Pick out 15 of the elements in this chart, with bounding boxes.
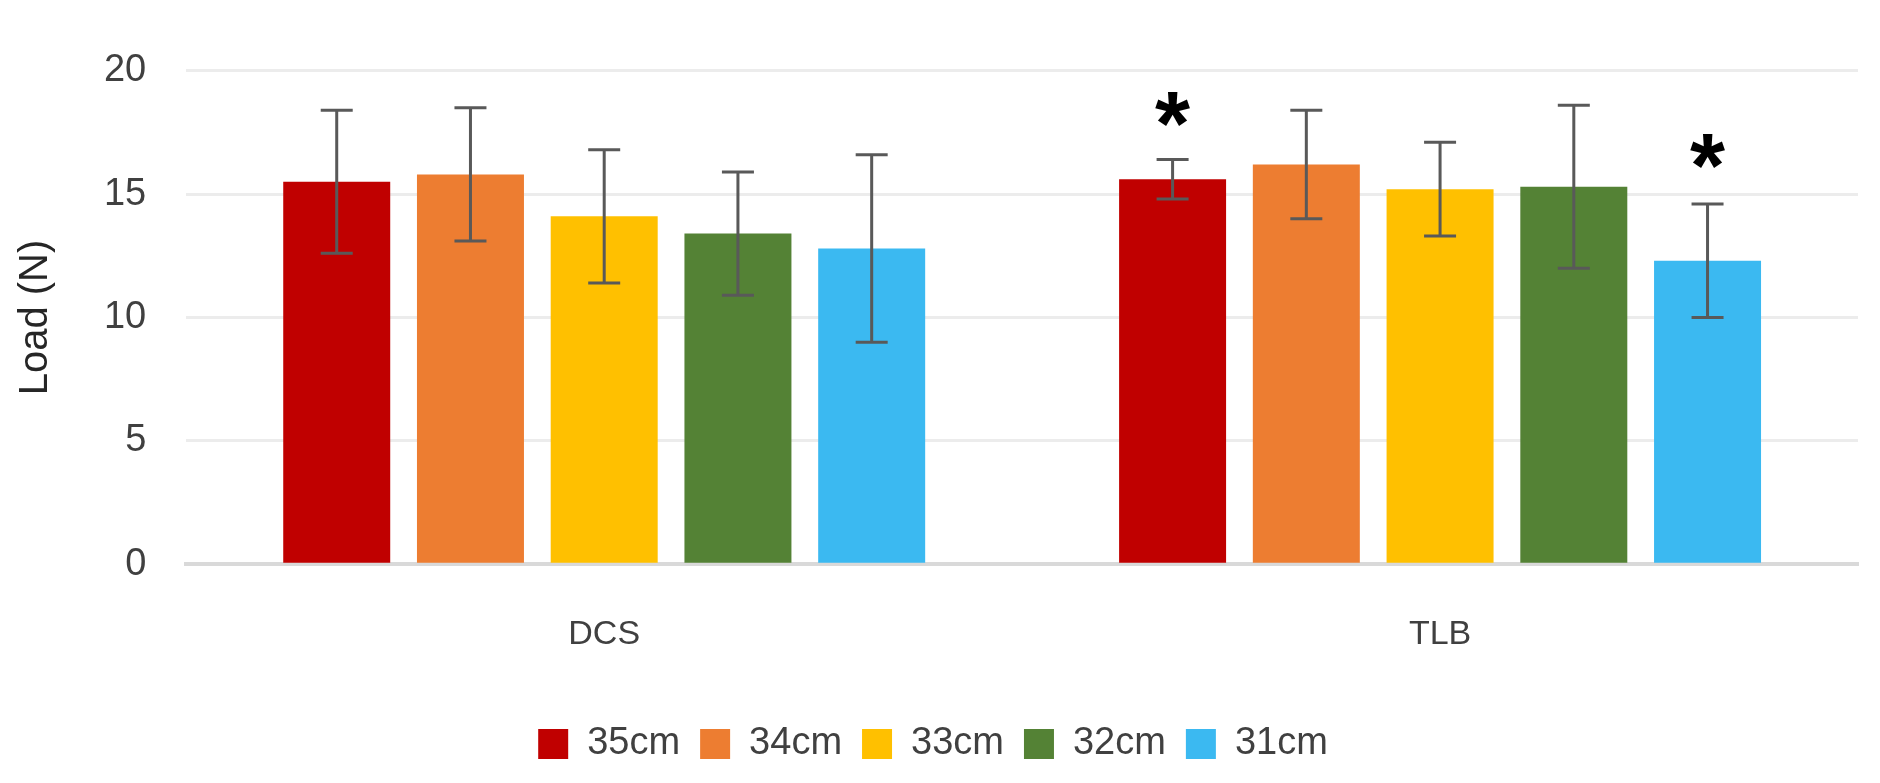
x-tick-label: TLB xyxy=(1408,612,1472,651)
legend-label: 31cm xyxy=(1234,720,1328,763)
y-tick-label: 20 xyxy=(103,47,147,90)
legend-label: 33cm xyxy=(911,720,1004,763)
y-tick-label: 0 xyxy=(125,540,147,583)
x-tick-label: DCS xyxy=(568,612,641,651)
legend-label: 34cm xyxy=(749,720,843,763)
y-tick-label: 10 xyxy=(103,293,147,336)
legend-label: 35cm xyxy=(587,720,681,763)
y-axis-title: Load (N) xyxy=(11,239,56,396)
annotation: * xyxy=(1690,116,1726,217)
legend-label: 32cm xyxy=(1072,720,1166,763)
annotation: * xyxy=(1155,74,1191,175)
y-tick-label: 15 xyxy=(103,170,147,213)
y-tick-label: 5 xyxy=(125,417,147,460)
